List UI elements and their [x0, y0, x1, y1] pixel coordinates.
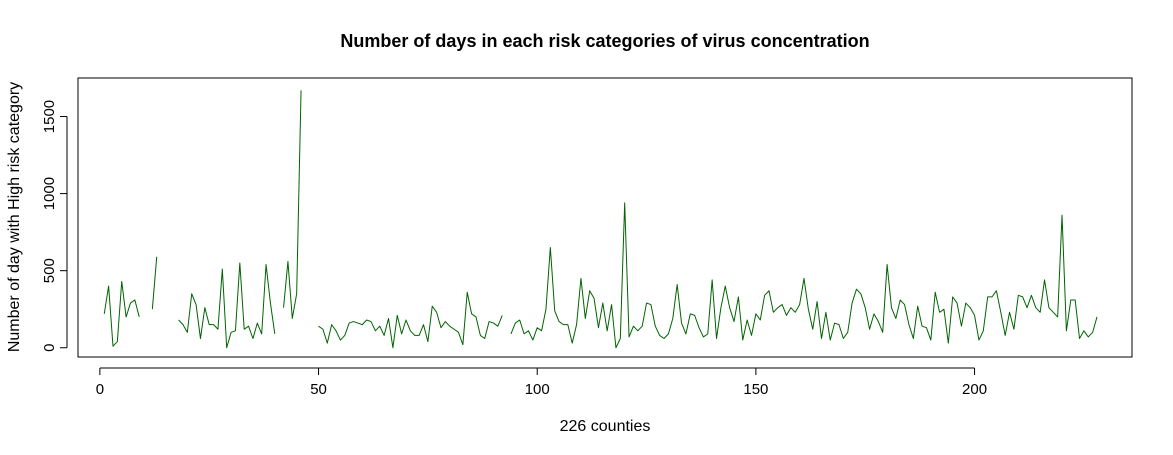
- chart-title: Number of days in each risk categories o…: [340, 31, 869, 51]
- series-line-0: [103, 90, 1098, 349]
- x-tick-label: 100: [525, 381, 550, 398]
- x-tick-label: 50: [310, 381, 327, 398]
- y-axis-label: Number of day with High risk category: [6, 82, 23, 352]
- plot-area: [103, 90, 1098, 349]
- y-tick-label: 500: [41, 258, 58, 283]
- x-axis: 0 50 100 150 200: [96, 367, 987, 398]
- x-tick-label: 200: [962, 381, 987, 398]
- y-tick-label: 1000: [41, 177, 58, 210]
- y-tick-label: 1500: [41, 100, 58, 133]
- x-axis-label: 226 counties: [560, 418, 651, 435]
- x-tick-label: 0: [96, 381, 104, 398]
- y-axis: 0 500 1000 1500: [41, 100, 68, 352]
- x-tick-label: 150: [743, 381, 768, 398]
- y-tick-label: 0: [41, 344, 58, 352]
- plot-frame: [77, 77, 1133, 358]
